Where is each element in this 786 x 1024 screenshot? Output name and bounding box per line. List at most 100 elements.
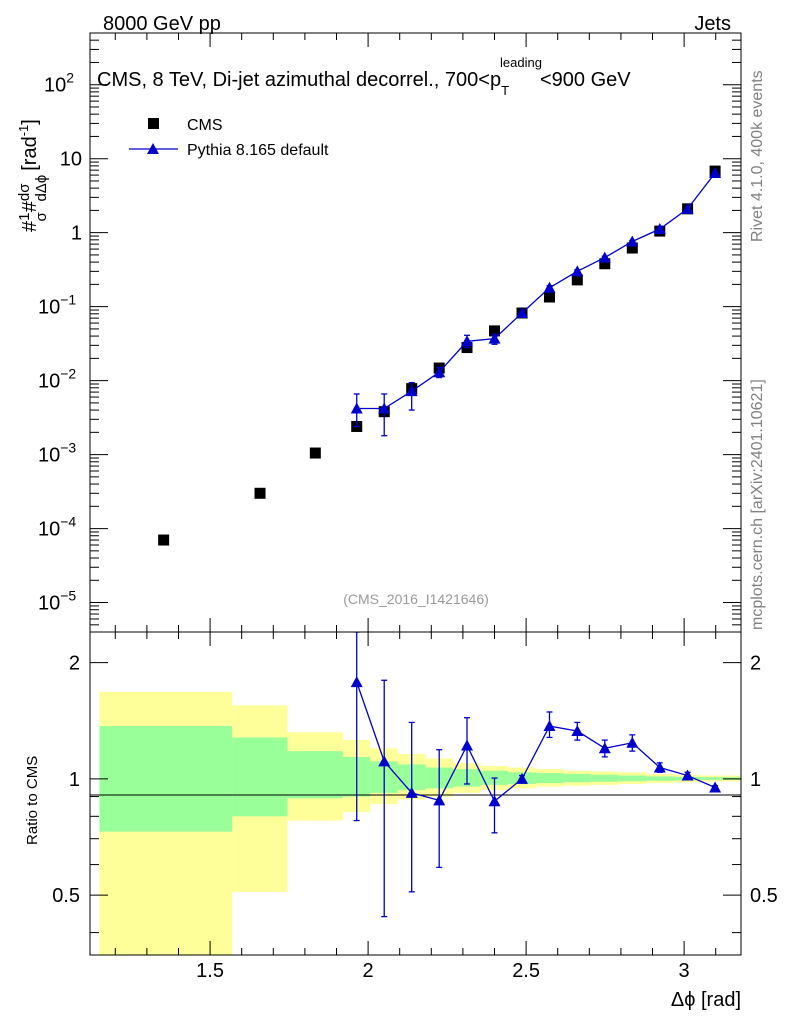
ratio-y-tick-label: 0.5 — [52, 885, 80, 907]
cms-series — [158, 165, 721, 546]
cms-data-point — [599, 258, 611, 270]
main-y-tick-label: 10−4 — [38, 514, 76, 541]
analysis-watermark: (CMS_2016_I1421646) — [343, 591, 489, 607]
pythia-data-point — [626, 235, 639, 247]
main-y-tick-label: 102 — [44, 70, 74, 97]
ylabel-frac2-num: dσ — [16, 183, 33, 201]
main-y-tick-label: 1 — [71, 223, 82, 245]
pythia-data-point — [598, 251, 611, 263]
cms-data-point — [543, 291, 555, 303]
ratio-pythia-series — [350, 632, 722, 918]
band-inner-bin — [232, 737, 288, 817]
main-plot-area — [158, 165, 722, 546]
ylabel-frac1-den: σ — [33, 212, 50, 222]
ratio-y-tick-label-right: 0.5 — [750, 885, 778, 907]
title-subscript: T — [501, 83, 509, 98]
ratio-frame — [89, 631, 742, 956]
cms-data-point — [309, 447, 321, 459]
ratio-data-point — [405, 786, 418, 798]
ratio-data-point — [709, 781, 722, 793]
x-axis-label: Δϕ [rad] — [671, 989, 741, 1011]
ratio-x-axis: 1.5 2 2.5 3 — [114, 632, 717, 982]
pythia-data-point — [488, 332, 501, 344]
ylabel-hash2: # — [19, 200, 41, 212]
x-tick-label: 2 — [363, 960, 374, 982]
band-inner-bin — [590, 774, 619, 782]
ratio-data-point — [350, 676, 363, 688]
main-y-tick-label: 10 — [60, 149, 82, 171]
x-tick-label: 1.5 — [196, 960, 224, 982]
rivet-version-label: Rivet 4.1.0, 400k events — [749, 70, 766, 242]
ratio-data-point — [626, 736, 639, 748]
ylabel-unit: [rad — [19, 136, 41, 170]
pythia-data-point — [681, 202, 694, 214]
mcplots-label: mcplots.cern.ch [arXiv:2401.10621] — [749, 379, 766, 630]
ratio-data-point — [571, 725, 584, 737]
main-y-axis-label: #1σ#dσdΔϕ[rad-1] — [16, 119, 50, 232]
ratio-y-tick-label: 2 — [69, 653, 80, 675]
ratio-data-point — [653, 761, 666, 773]
uncertainty-band-inner — [99, 726, 741, 832]
band-inner-bin — [618, 775, 647, 782]
main-panel: 10−5 10−4 10−3 10−2 10−1 1 10 102 CMS, 8 TeV, D… — [16, 32, 742, 633]
band-inner-bin — [563, 773, 591, 783]
cms-data-point — [158, 534, 170, 546]
ylabel-frac2-den: dΔϕ — [33, 175, 50, 202]
ratio-y-tick-label-right: 1 — [750, 769, 761, 791]
legend-cms-label: CMS — [187, 117, 223, 134]
band-inner-bin — [701, 777, 741, 780]
ratio-y-axis-label: Ratio to CMS — [24, 756, 41, 845]
pythia-data-point — [571, 265, 584, 277]
pythia-series — [350, 167, 722, 437]
band-inner-bin — [99, 726, 233, 832]
ratio-panel: 0.5 0.5 1 1 2 2 1.5 2 2.5 3 Ratio to CMS Δϕ [rad… — [24, 631, 778, 1011]
ratio-data-point — [461, 739, 474, 751]
cms-data-point — [489, 325, 501, 337]
cms-data-point — [254, 487, 266, 499]
header-category-label: Jets — [694, 13, 731, 35]
ratio-data-point — [681, 769, 694, 781]
x-tick-label: 2.5 — [512, 960, 540, 982]
pythia-data-point — [405, 385, 418, 397]
main-y-tick-label: 10−2 — [38, 366, 76, 393]
legend-pythia-label: Pythia 8.165 default — [187, 142, 329, 159]
header-energy-label: 8000 GeV pp — [103, 13, 221, 35]
ratio-data-point — [488, 795, 501, 807]
ratio-data-point — [515, 772, 528, 784]
legend-pythia-marker — [147, 143, 159, 154]
pythia-data-point — [653, 223, 666, 235]
pythia-data-point — [378, 402, 391, 414]
ratio-data-point — [543, 720, 556, 732]
band-inner-bin — [646, 776, 674, 781]
ratio-y-tick-label-right: 2 — [750, 653, 761, 675]
legend-cms-marker — [148, 118, 159, 129]
pythia-data-point — [709, 167, 722, 179]
ratio-line — [356, 681, 716, 803]
pythia-data-point — [543, 281, 556, 293]
pythia-data-point — [350, 402, 363, 414]
main-y-tick-label: 10−5 — [38, 588, 76, 615]
legend: CMS Pythia 8.165 default — [129, 117, 329, 159]
chart-title: CMS, 8 TeV, Di-jet azimuthal decorrel., … — [97, 55, 631, 98]
title-end: <900 GeV — [540, 69, 631, 91]
cms-data-point — [571, 274, 583, 286]
pythia-line — [356, 172, 716, 410]
pythia-data-point — [515, 307, 528, 319]
main-x-axis-ticks — [114, 33, 717, 632]
pythia-data-point — [433, 366, 446, 378]
ylabel-frac1-num: 1 — [16, 213, 33, 221]
pythia-data-point — [461, 335, 474, 347]
x-tick-label: 3 — [679, 960, 690, 982]
main-y-axis: 10−5 10−4 10−3 10−2 10−1 1 10 102 — [38, 32, 741, 633]
ratio-data-point — [598, 742, 611, 754]
cms-data-point — [626, 242, 638, 254]
main-y-tick-label: 10−3 — [38, 440, 76, 467]
ratio-plot-area — [90, 632, 741, 955]
ylabel-unit-sup: -1 — [16, 125, 31, 137]
title-superscript: leading — [500, 55, 542, 70]
band-inner-bin — [535, 773, 564, 784]
main-y-tick-label: 10−1 — [38, 292, 76, 319]
band-inner-bin — [287, 751, 343, 799]
ylabel-unit-close: ] — [19, 119, 41, 125]
